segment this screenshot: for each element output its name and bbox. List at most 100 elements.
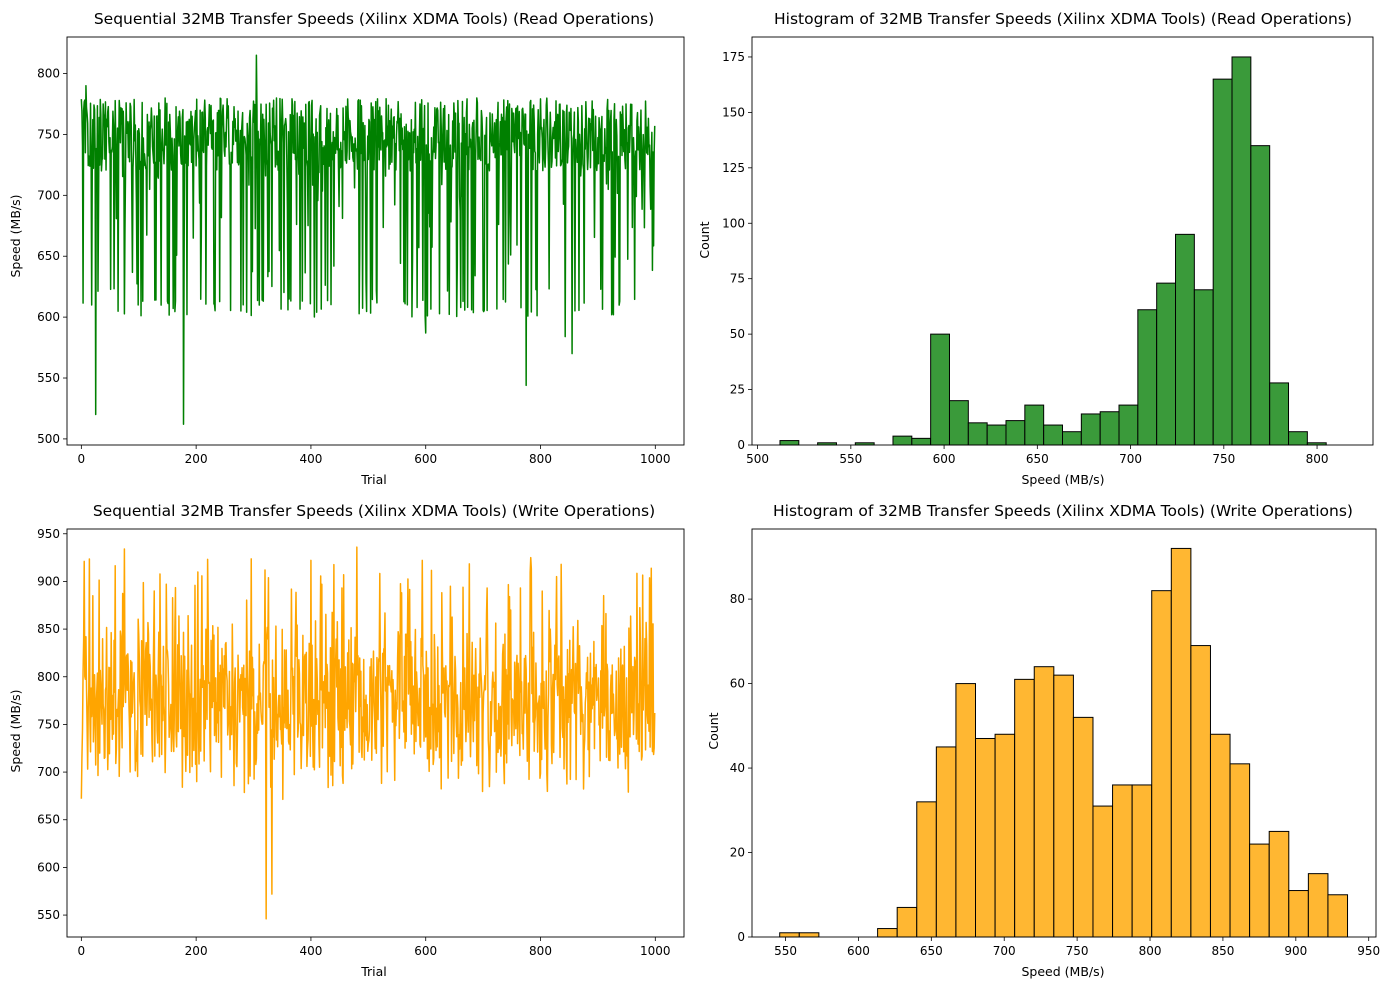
- read_hist-ytick-label: 125: [722, 161, 745, 175]
- read_hist-xtick-label: 650: [1026, 452, 1049, 466]
- read-hist-ylabel: Count: [697, 221, 712, 258]
- read_hist-xtick-label: 750: [1212, 452, 1235, 466]
- write_hist-bar: [1190, 645, 1211, 938]
- read-hist-title: Histogram of 32MB Transfer Speeds (Xilin…: [774, 10, 1352, 28]
- read_line-ytick-label: 700: [37, 188, 60, 202]
- read_line-ytick-label: 600: [37, 310, 60, 324]
- write_line-ytick-label: 950: [37, 527, 60, 541]
- write_line-xtick-label: 600: [414, 944, 437, 958]
- read-line-chart: Sequential 32MB Transfer Speeds (Xilinx …: [8, 10, 685, 487]
- write_hist-ytick-label: 80: [730, 592, 745, 606]
- read_hist-bar: [1024, 404, 1045, 446]
- read_hist-bar: [1043, 424, 1064, 446]
- write-histogram: Histogram of 32MB Transfer Speeds (Xilin…: [706, 502, 1380, 979]
- write_hist-bar: [896, 906, 918, 938]
- read_hist-bar: [779, 440, 800, 446]
- read_line-xtick-label: 400: [299, 452, 322, 466]
- read_line-xtick-label: 1000: [640, 452, 671, 466]
- write_hist-bar: [1092, 805, 1114, 938]
- write_line-ytick-label: 550: [37, 908, 60, 922]
- read_hist-bar: [1118, 404, 1139, 446]
- read_hist-xtick-label: 600: [933, 452, 956, 466]
- write_hist-bar: [1288, 890, 1309, 938]
- read_hist-ytick-label: 25: [730, 383, 745, 397]
- write-line-title: Sequential 32MB Transfer Speeds (Xilinx …: [93, 502, 655, 520]
- read_hist-bar: [1288, 431, 1308, 446]
- write_line-xtick-label: 1000: [640, 944, 671, 958]
- write_line-xtick-label: 200: [185, 944, 208, 958]
- read_line-xtick-label: 200: [185, 452, 208, 466]
- read-histogram: Histogram of 32MB Transfer Speeds (Xilin…: [697, 10, 1374, 487]
- read_line-ytick-label: 550: [37, 371, 60, 385]
- write_line-series-line: [80, 546, 656, 920]
- write_hist-bar: [955, 683, 977, 938]
- write_hist-bar: [994, 733, 1016, 938]
- read_hist-bar: [930, 333, 950, 446]
- read_hist-xtick-label: 500: [746, 452, 769, 466]
- write_line-ytick-label: 800: [37, 670, 60, 684]
- read-line-title: Sequential 32MB Transfer Speeds (Xilinx …: [94, 10, 654, 28]
- write_hist-bar: [1131, 784, 1153, 938]
- write_hist-bar: [1327, 894, 1349, 938]
- write_hist-ytick-label: 60: [730, 677, 745, 691]
- write_hist-bar: [1072, 716, 1094, 938]
- write_line-plot-frame: [66, 528, 685, 938]
- read_hist-bar: [948, 400, 969, 446]
- read_line-xtick-label: 600: [414, 452, 437, 466]
- read_hist-bar: [1193, 289, 1214, 446]
- write_hist-bar: [798, 932, 820, 938]
- read_hist-bar: [1137, 309, 1158, 446]
- write_hist-bar: [1229, 763, 1251, 938]
- write_hist-bar: [877, 928, 898, 938]
- read_hist-bar: [911, 437, 932, 446]
- read_line-ytick-label: 500: [37, 432, 60, 446]
- write_hist-bar: [1249, 843, 1270, 938]
- read_hist-bar: [1231, 56, 1252, 446]
- read_hist-xtick-label: 700: [1119, 452, 1142, 466]
- read_line-ytick-label: 650: [37, 249, 60, 263]
- write_line-xtick-label: 0: [78, 944, 86, 958]
- write_line-ytick-label: 750: [37, 717, 60, 731]
- read_hist-ytick-label: 150: [722, 105, 745, 119]
- read-line-ylabel: Speed (MB/s): [8, 195, 23, 278]
- write_line-ytick-label: 650: [37, 813, 60, 827]
- write_hist-bar: [1151, 590, 1172, 938]
- write_hist-bar: [1033, 666, 1055, 938]
- write_hist-plot-frame: [751, 528, 1377, 938]
- read-line-xlabel: Trial: [360, 472, 387, 487]
- write_hist-xtick-label: 750: [1066, 944, 1089, 958]
- write_hist-xtick-label: 700: [993, 944, 1016, 958]
- read_hist-bar: [1062, 431, 1082, 446]
- write_line-ytick-label: 700: [37, 765, 60, 779]
- read_hist-ytick-label: 75: [730, 272, 745, 286]
- write_hist-bar: [779, 932, 800, 938]
- read_hist-bar: [1212, 78, 1233, 446]
- read_line-ytick-label: 800: [37, 67, 60, 81]
- read_hist-ytick-label: 100: [722, 216, 745, 230]
- write_line-xtick-label: 400: [299, 944, 322, 958]
- write-hist-xlabel: Speed (MB/s): [1022, 964, 1105, 979]
- write_hist-xtick-label: 650: [920, 944, 943, 958]
- read_hist-xtick-label: 800: [1306, 452, 1329, 466]
- write_hist-bar: [1053, 674, 1074, 938]
- read_hist-bar: [986, 424, 1007, 446]
- write_hist-xtick-label: 550: [774, 944, 797, 958]
- write_hist-ytick-label: 20: [730, 846, 745, 860]
- write_hist-bar: [1014, 678, 1035, 938]
- write_hist-bar: [1170, 547, 1192, 938]
- read_line-ytick-label: 750: [37, 127, 60, 141]
- write_line-xtick-label: 800: [529, 944, 552, 958]
- write_hist-xtick-label: 900: [1284, 944, 1307, 958]
- read_hist-bar: [1250, 145, 1271, 446]
- read_hist-ytick-label: 175: [722, 50, 745, 64]
- write_hist-bar: [1268, 830, 1290, 938]
- write-line-chart: Sequential 32MB Transfer Speeds (Xilinx …: [8, 502, 685, 979]
- read_hist-plot-frame: [751, 36, 1374, 446]
- read-hist-xlabel: Speed (MB/s): [1022, 472, 1105, 487]
- write_hist-bar: [1112, 784, 1133, 938]
- read_hist-bar: [1099, 411, 1120, 446]
- write_hist-ytick-label: 40: [730, 761, 745, 775]
- read_line-xtick-label: 800: [529, 452, 552, 466]
- read_hist-bar: [1175, 233, 1195, 446]
